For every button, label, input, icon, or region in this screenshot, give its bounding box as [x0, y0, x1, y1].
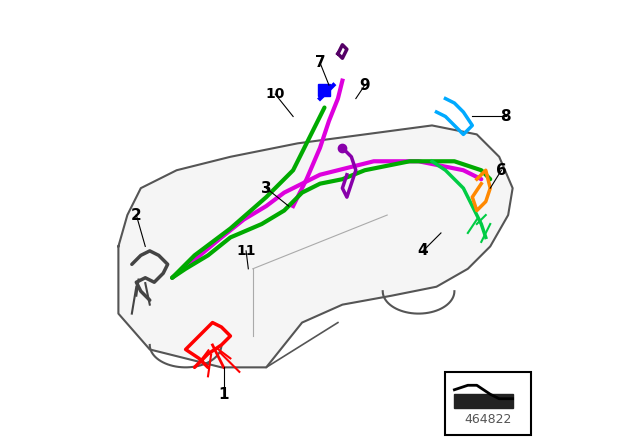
Text: 9: 9	[360, 78, 370, 93]
Text: 7: 7	[315, 55, 325, 70]
Text: 1: 1	[218, 387, 229, 402]
Text: 8: 8	[500, 109, 511, 124]
Polygon shape	[118, 125, 513, 367]
Polygon shape	[454, 394, 513, 408]
Text: 10: 10	[266, 87, 285, 101]
Text: 4: 4	[418, 243, 428, 258]
Text: 464822: 464822	[464, 413, 512, 426]
FancyBboxPatch shape	[445, 372, 531, 435]
Text: 6: 6	[496, 163, 507, 178]
Text: 3: 3	[261, 181, 271, 196]
Text: 2: 2	[131, 207, 141, 223]
Text: 11: 11	[236, 244, 256, 258]
